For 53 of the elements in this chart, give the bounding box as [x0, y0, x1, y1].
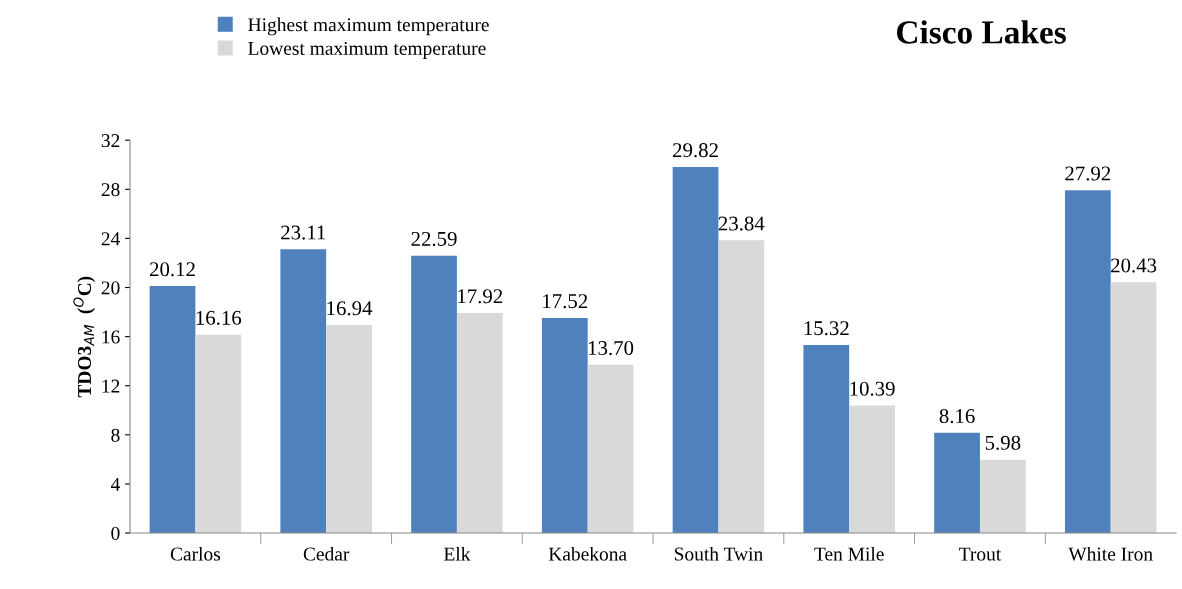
data-label: 22.59	[411, 231, 457, 247]
data-label: 20.43	[1111, 258, 1157, 273]
y-tick-label: 8	[111, 428, 120, 442]
bar	[1064, 190, 1111, 534]
y-tick-label: 16	[102, 330, 120, 344]
x-tick-label: Kabekona	[548, 546, 627, 561]
bar	[672, 166, 719, 534]
y-tick-label: 0	[111, 526, 120, 540]
bar	[541, 317, 588, 534]
data-label: 10.39	[850, 381, 895, 396]
data-label: 27.92	[1065, 166, 1111, 181]
bar	[587, 364, 634, 534]
legend-label: Highest maximum temperature	[248, 17, 489, 36]
y-tick-label: 28	[101, 183, 120, 197]
data-label: 15.32	[804, 321, 849, 336]
y-axis-title: TDO3$_{AM}$ ($^{O}$C)	[73, 276, 96, 398]
data-label: 16.94	[327, 301, 373, 316]
chart-title: Cisco Lakes	[897, 20, 1066, 44]
data-label: 5.98	[985, 435, 1021, 450]
bar	[718, 240, 765, 534]
bar	[411, 255, 457, 534]
bar	[456, 313, 503, 534]
x-tick-label: South Twin	[674, 546, 763, 561]
bar	[803, 344, 850, 534]
data-label: 23.84	[718, 216, 765, 231]
data-label: 20.12	[149, 262, 195, 277]
data-label: 29.82	[673, 143, 718, 158]
x-tick-label: Ten Mile	[814, 546, 884, 561]
x-tick-label: White Iron	[1068, 546, 1153, 561]
y-tick-label: 32	[101, 134, 120, 148]
y-tick-label: 20	[101, 281, 120, 295]
bar	[934, 432, 980, 534]
bar	[849, 405, 895, 534]
data-label: 17.92	[458, 289, 503, 304]
x-tick-label: Carlos	[170, 546, 221, 561]
y-tick-label: 4	[110, 477, 120, 491]
x-tick-label: Trout	[959, 547, 1002, 561]
legend-label: Lowest maximum temperature	[248, 41, 486, 59]
data-label: 23.11	[281, 225, 326, 240]
data-label: 13.70	[588, 341, 634, 356]
data-label: 16.16	[196, 310, 242, 325]
y-tick-label: 12	[102, 379, 120, 393]
data-label: 8.16	[939, 409, 975, 424]
data-label: 17.52	[543, 294, 588, 309]
y-tick-label: 24	[101, 232, 120, 246]
bar	[1110, 282, 1157, 534]
bar	[195, 334, 242, 534]
bar	[280, 249, 327, 534]
x-tick-label: Elk	[443, 546, 471, 561]
bar	[979, 459, 1026, 534]
bar	[149, 286, 196, 534]
bar	[326, 325, 372, 534]
x-tick-label: Cedar	[303, 546, 350, 561]
